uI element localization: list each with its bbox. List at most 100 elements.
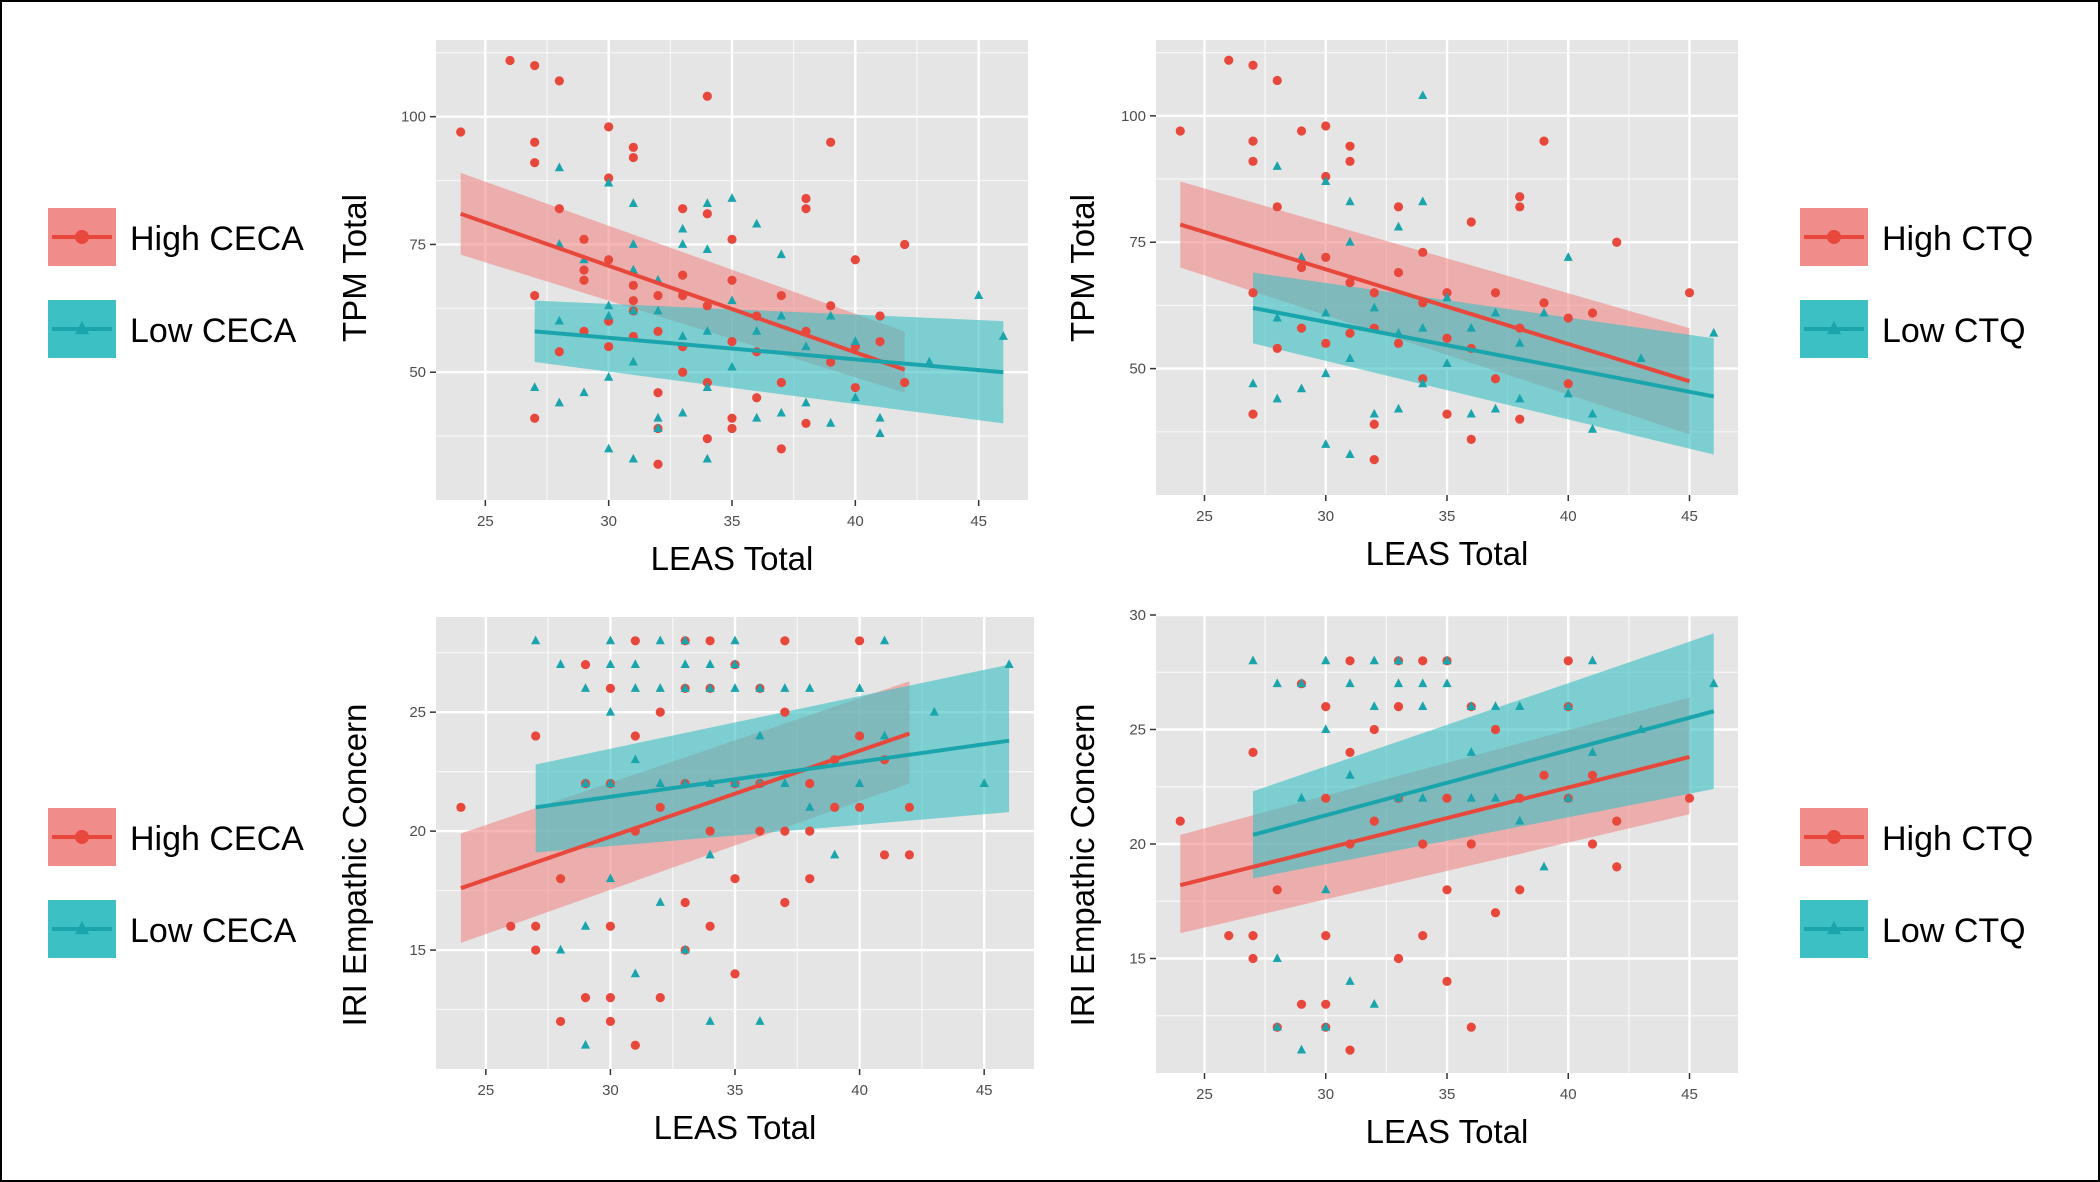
data-point	[1321, 793, 1331, 803]
x-tick-label: 45	[1681, 1086, 1698, 1103]
data-point	[1442, 655, 1452, 665]
data-point	[1563, 252, 1573, 261]
data-point	[554, 204, 564, 214]
data-point	[655, 778, 665, 787]
data-point	[730, 635, 740, 645]
data-point	[1539, 770, 1549, 780]
legend-label: High CTQ	[1882, 220, 2033, 258]
y-axis-title: TPM Total	[1064, 194, 1101, 342]
data-point	[1442, 885, 1452, 895]
data-point	[1393, 338, 1404, 348]
data-point	[1369, 302, 1379, 312]
data-point	[801, 418, 811, 428]
data-point	[1515, 885, 1525, 895]
data-point	[1345, 141, 1355, 151]
data-point	[1272, 343, 1282, 353]
data-point	[1393, 403, 1404, 413]
y-tick-label: 50	[409, 364, 426, 381]
data-point	[1587, 747, 1598, 756]
x-tick-label: 40	[847, 513, 864, 530]
data-point	[604, 443, 614, 453]
data-point	[1296, 252, 1307, 261]
data-point	[1369, 408, 1379, 418]
data-point	[705, 849, 715, 859]
data-point	[1369, 816, 1379, 826]
data-point	[727, 234, 737, 244]
x-tick-label: 30	[1317, 1086, 1334, 1103]
data-point	[752, 326, 762, 335]
data-point	[702, 382, 712, 392]
data-point	[678, 270, 688, 280]
data-point	[752, 412, 762, 422]
data-point	[974, 290, 984, 300]
data-point	[605, 706, 616, 716]
data-point	[1393, 655, 1404, 665]
data-point	[1345, 449, 1355, 459]
data-point	[555, 944, 566, 954]
data-point	[705, 636, 715, 646]
data-point	[850, 392, 860, 402]
data-point	[531, 635, 541, 645]
data-point	[1466, 839, 1476, 849]
data-point	[875, 336, 885, 347]
data-point	[655, 635, 665, 645]
data-point	[924, 356, 934, 366]
data-point	[1515, 192, 1525, 202]
legend-4: High CTQ Low CTQ	[1800, 808, 2033, 958]
panels-layer: 25 30 35 40 45 50 75 100 LEAS Total TPM Total 25 30…	[336, 40, 1738, 1150]
data-point	[604, 372, 614, 381]
x-tick-label: 25	[1196, 508, 1213, 525]
data-point	[506, 921, 516, 931]
data-point	[1490, 288, 1501, 298]
confidence-band	[1253, 272, 1714, 455]
data-point	[1369, 999, 1379, 1008]
data-point	[776, 290, 786, 301]
data-point	[1321, 439, 1331, 448]
data-point	[826, 137, 836, 147]
data-point	[1321, 931, 1331, 941]
data-point	[579, 275, 589, 285]
data-point	[727, 275, 737, 285]
legend-label: High CECA	[130, 820, 304, 858]
data-point	[780, 826, 790, 836]
x-tick-label: 35	[1439, 508, 1456, 525]
data-point	[1345, 353, 1355, 362]
data-point	[1272, 393, 1282, 403]
data-point	[580, 659, 591, 670]
data-point	[1466, 408, 1476, 418]
data-point	[727, 193, 737, 202]
data-point	[1321, 338, 1331, 348]
y-tick-label: 75	[409, 236, 426, 253]
chart-panel-1: 25 30 35 40 45 50 75 100 LEAS Total TPM Total	[336, 40, 1028, 577]
data-point	[628, 280, 638, 290]
data-point	[678, 239, 688, 248]
data-point	[605, 1016, 616, 1027]
data-point	[628, 152, 638, 163]
data-point	[875, 412, 885, 422]
data-point	[630, 636, 640, 646]
data-point	[1224, 55, 1234, 65]
data-point	[505, 55, 515, 66]
data-point	[605, 873, 616, 883]
data-point	[653, 412, 663, 422]
data-point	[1248, 378, 1258, 388]
data-point	[630, 1040, 640, 1050]
data-point	[1563, 792, 1573, 802]
data-point	[1709, 327, 1719, 337]
legend-label: Low CTQ	[1882, 312, 2026, 350]
data-point	[531, 921, 541, 931]
data-point	[1612, 816, 1622, 826]
data-point	[702, 434, 712, 444]
y-tick-label: 75	[1129, 234, 1146, 251]
data-point	[1563, 379, 1573, 389]
data-point	[1442, 678, 1452, 688]
data-point	[655, 683, 665, 692]
data-point	[1248, 655, 1258, 665]
data-point	[680, 659, 690, 669]
data-point	[579, 234, 589, 244]
data-point	[826, 310, 836, 320]
data-point	[1369, 724, 1379, 735]
data-point	[1321, 702, 1331, 712]
data-point	[730, 659, 740, 669]
